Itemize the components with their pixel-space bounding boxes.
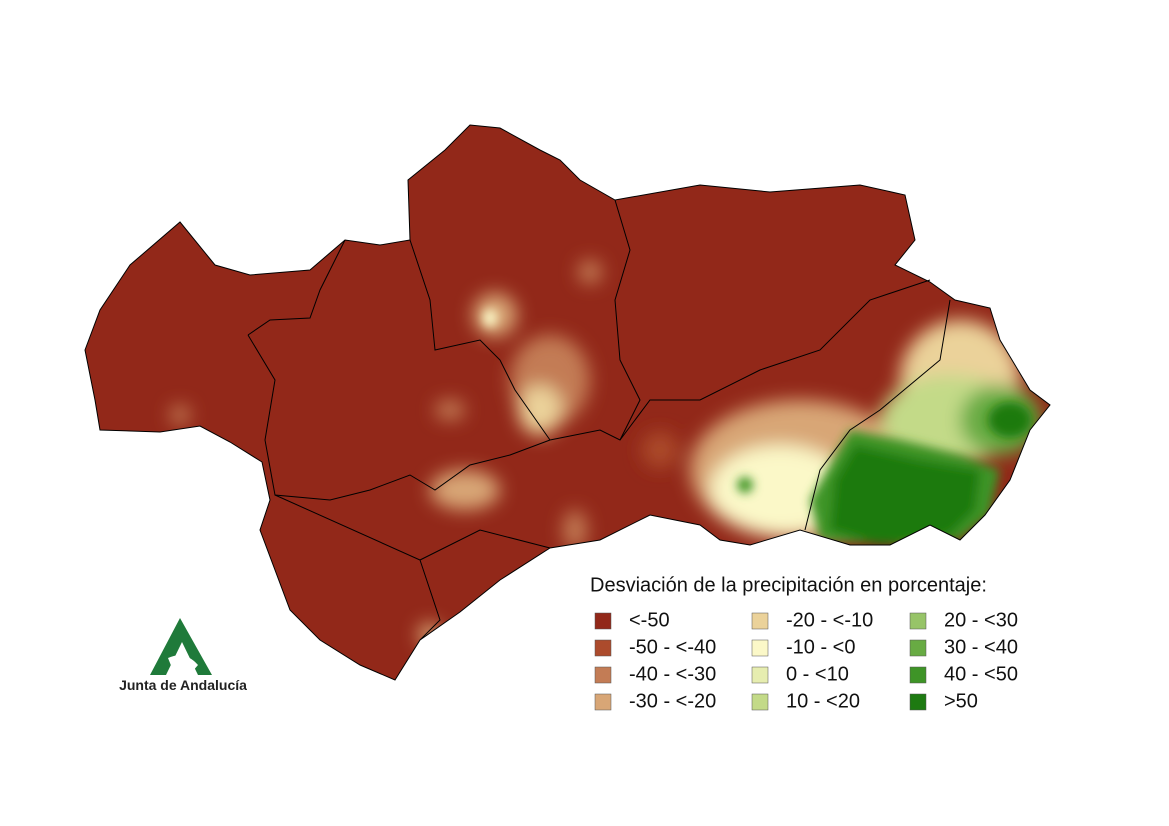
logo-text: Junta de Andalucía: [119, 677, 247, 693]
legend-label: <-50: [629, 609, 670, 631]
legend-swatch: [594, 693, 612, 711]
legend-label: >50: [944, 690, 978, 712]
legend-label: -20 - <-10: [786, 609, 873, 631]
legend-label: 40 - <50: [944, 663, 1018, 685]
legend-swatch: [909, 666, 927, 684]
legend-title: Desviación de la precipitación en porcen…: [590, 574, 987, 596]
legend-label: 30 - <40: [944, 636, 1018, 658]
legend-swatch: [751, 693, 769, 711]
legend-swatch: [751, 666, 769, 684]
legend-label: -40 - <-30: [629, 663, 716, 685]
legend-label: 0 - <10: [786, 663, 849, 685]
legend-swatch: [909, 612, 927, 630]
legend-swatch: [594, 666, 612, 684]
legend-swatch: [594, 612, 612, 630]
legend-label: -50 - <-40: [629, 636, 716, 658]
legend-label: 20 - <30: [944, 609, 1018, 631]
precipitation-map: [84, 124, 1051, 681]
legend-swatch: [751, 612, 769, 630]
legend: Desviación de la precipitación en porcen…: [590, 574, 1018, 712]
legend-swatch: [909, 693, 927, 711]
legend-swatch: [751, 639, 769, 657]
legend-label: 10 - <20: [786, 690, 860, 712]
legend-label: -30 - <-20: [629, 690, 716, 712]
legend-swatch: [909, 639, 927, 657]
legend-label: -10 - <0: [786, 636, 855, 658]
logo: Junta de Andalucía: [119, 618, 247, 693]
legend-swatch: [594, 639, 612, 657]
